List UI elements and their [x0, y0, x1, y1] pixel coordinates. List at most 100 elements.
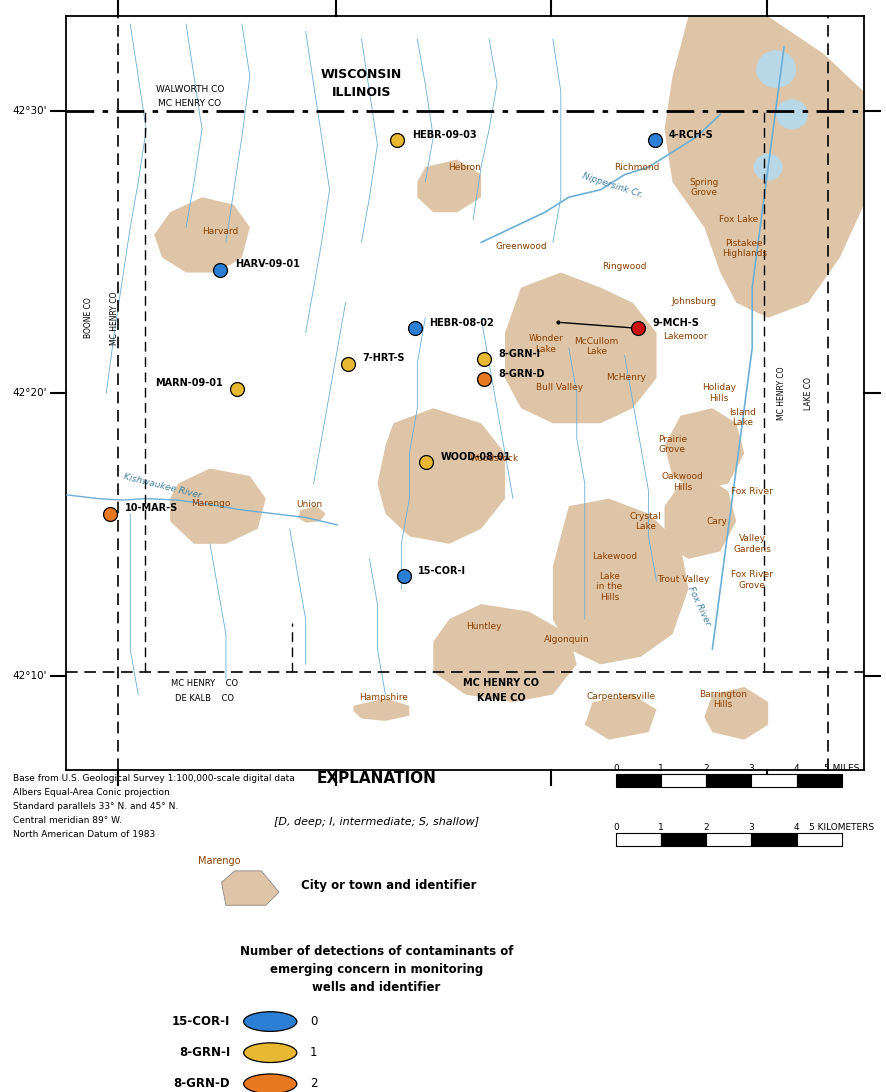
- Text: 1: 1: [310, 1046, 317, 1059]
- Text: HEBR-09-03: HEBR-09-03: [412, 130, 477, 140]
- Circle shape: [244, 1043, 297, 1063]
- Text: 3: 3: [749, 822, 754, 832]
- Text: Kishwaukee River: Kishwaukee River: [122, 473, 202, 500]
- Text: Hampshire: Hampshire: [360, 693, 408, 702]
- Text: 5 KILOMETERS: 5 KILOMETERS: [809, 822, 874, 832]
- Text: EXPLANATION: EXPLANATION: [316, 771, 437, 786]
- Text: Nippersink Cr.: Nippersink Cr.: [581, 171, 644, 199]
- Text: 4-RCH-S: 4-RCH-S: [669, 130, 713, 140]
- Text: Prairie
Grove: Prairie Grove: [658, 435, 687, 454]
- Text: Woodstock: Woodstock: [470, 454, 519, 463]
- Text: 5 MILES: 5 MILES: [824, 763, 859, 773]
- Polygon shape: [377, 408, 505, 544]
- Text: Union: Union: [297, 500, 323, 509]
- Text: [D, deep; I, intermediate; S, shallow]: [D, deep; I, intermediate; S, shallow]: [274, 817, 479, 827]
- Text: 4: 4: [794, 822, 799, 832]
- Polygon shape: [505, 273, 657, 424]
- Polygon shape: [704, 687, 768, 739]
- Circle shape: [776, 99, 808, 130]
- Text: WISCONSIN: WISCONSIN: [321, 68, 402, 81]
- Text: McCullom
Lake: McCullom Lake: [575, 336, 618, 356]
- Text: BOONE CO: BOONE CO: [84, 297, 93, 339]
- Text: Base from U.S. Geological Survey 1:100,000-scale digital data
Albers Equal-Area : Base from U.S. Geological Survey 1:100,0…: [13, 774, 295, 839]
- Circle shape: [754, 154, 782, 180]
- Text: Crystal
Lake: Crystal Lake: [629, 511, 661, 531]
- Text: Lakemoor: Lakemoor: [663, 332, 708, 341]
- Text: City or town and identifier: City or town and identifier: [301, 879, 477, 892]
- Text: 0: 0: [613, 822, 618, 832]
- Bar: [797, 833, 842, 846]
- Text: 2: 2: [310, 1078, 317, 1090]
- Text: 1: 1: [658, 822, 664, 832]
- Text: Fox River: Fox River: [686, 584, 711, 627]
- Polygon shape: [222, 871, 279, 905]
- Circle shape: [244, 1011, 297, 1031]
- Bar: [661, 774, 706, 787]
- Text: 9-MCH-S: 9-MCH-S: [652, 318, 699, 328]
- Text: Harvard: Harvard: [202, 227, 238, 236]
- Text: MARN-09-01: MARN-09-01: [155, 378, 222, 389]
- Text: MC HENRY    CO: MC HENRY CO: [171, 679, 238, 688]
- Text: Spring
Grove: Spring Grove: [689, 178, 719, 198]
- Polygon shape: [585, 695, 657, 739]
- Text: Algonquin: Algonquin: [544, 636, 590, 644]
- Text: Marengo: Marengo: [198, 856, 240, 866]
- Text: MC HENRY CO: MC HENRY CO: [159, 98, 222, 107]
- Text: 10-MAR-S: 10-MAR-S: [125, 503, 178, 513]
- Text: Bull Valley: Bull Valley: [536, 383, 583, 392]
- Text: 42°30': 42°30': [12, 106, 46, 116]
- Text: MC HENRY CO: MC HENRY CO: [110, 292, 119, 344]
- Text: 8-GRN-I: 8-GRN-I: [499, 349, 540, 359]
- Text: Richmond: Richmond: [614, 163, 659, 171]
- Text: LAKE CO: LAKE CO: [804, 377, 812, 410]
- Text: 0: 0: [310, 1016, 317, 1028]
- Bar: [706, 833, 751, 846]
- Text: Greenwood: Greenwood: [495, 241, 547, 251]
- Text: Island
Lake: Island Lake: [729, 407, 756, 427]
- Bar: [797, 774, 842, 787]
- Text: 42°20': 42°20': [12, 388, 46, 399]
- Text: 8-GRN-D: 8-GRN-D: [499, 368, 545, 379]
- Polygon shape: [553, 499, 688, 664]
- Text: ILLINOIS: ILLINOIS: [331, 86, 392, 99]
- Text: 7-HRT-S: 7-HRT-S: [362, 354, 405, 364]
- Text: 8-GRN-D: 8-GRN-D: [174, 1078, 230, 1090]
- Polygon shape: [298, 507, 326, 523]
- Polygon shape: [433, 604, 577, 702]
- Polygon shape: [170, 468, 266, 544]
- Text: 1: 1: [658, 763, 664, 773]
- Text: MC HENRY CO: MC HENRY CO: [463, 678, 539, 688]
- Text: WOOD-08-01: WOOD-08-01: [440, 452, 511, 462]
- Text: Holiday
Hills: Holiday Hills: [702, 383, 735, 403]
- Text: Trout Valley: Trout Valley: [657, 575, 709, 584]
- Polygon shape: [417, 159, 481, 212]
- Text: Hebron: Hebron: [448, 163, 481, 171]
- Text: Lakewood: Lakewood: [592, 553, 637, 561]
- Text: Number of detections of contaminants of
emerging concern in monitoring
wells and: Number of detections of contaminants of …: [240, 945, 513, 994]
- Text: Valley
Gardens: Valley Gardens: [734, 534, 771, 554]
- Text: 42°10': 42°10': [12, 670, 46, 680]
- Text: Lake
in the
Hills: Lake in the Hills: [596, 572, 623, 602]
- Text: 15-COR-I: 15-COR-I: [172, 1016, 230, 1028]
- Text: McHenry: McHenry: [606, 372, 646, 382]
- Text: 2: 2: [703, 822, 709, 832]
- Text: Barrington
Hills: Barrington Hills: [699, 690, 747, 710]
- Text: Ringwood: Ringwood: [602, 262, 647, 271]
- Circle shape: [244, 1075, 297, 1092]
- Polygon shape: [154, 198, 250, 273]
- Bar: [751, 833, 797, 846]
- Text: Oakwood
Hills: Oakwood Hills: [662, 473, 703, 491]
- Text: Huntley: Huntley: [467, 622, 502, 631]
- Polygon shape: [664, 476, 736, 559]
- Text: 8-GRN-I: 8-GRN-I: [179, 1046, 230, 1059]
- Polygon shape: [354, 698, 409, 721]
- Text: 15-COR-I: 15-COR-I: [418, 566, 466, 575]
- Bar: [751, 774, 797, 787]
- Text: HEBR-08-02: HEBR-08-02: [429, 318, 494, 328]
- Text: KANE CO: KANE CO: [477, 693, 525, 703]
- Text: Wonder
Lake: Wonder Lake: [528, 334, 563, 354]
- Text: 2: 2: [703, 763, 709, 773]
- Text: HARV-09-01: HARV-09-01: [235, 259, 299, 270]
- Text: Fox River: Fox River: [731, 487, 773, 496]
- Polygon shape: [664, 16, 864, 318]
